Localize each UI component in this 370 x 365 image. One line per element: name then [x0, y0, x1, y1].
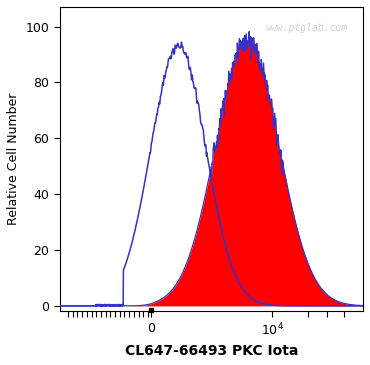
Text: www.ptglab.com: www.ptglab.com — [266, 23, 348, 33]
Y-axis label: Relative Cell Number: Relative Cell Number — [7, 93, 20, 226]
X-axis label: CL647-66493 PKC Iota: CL647-66493 PKC Iota — [125, 344, 298, 358]
